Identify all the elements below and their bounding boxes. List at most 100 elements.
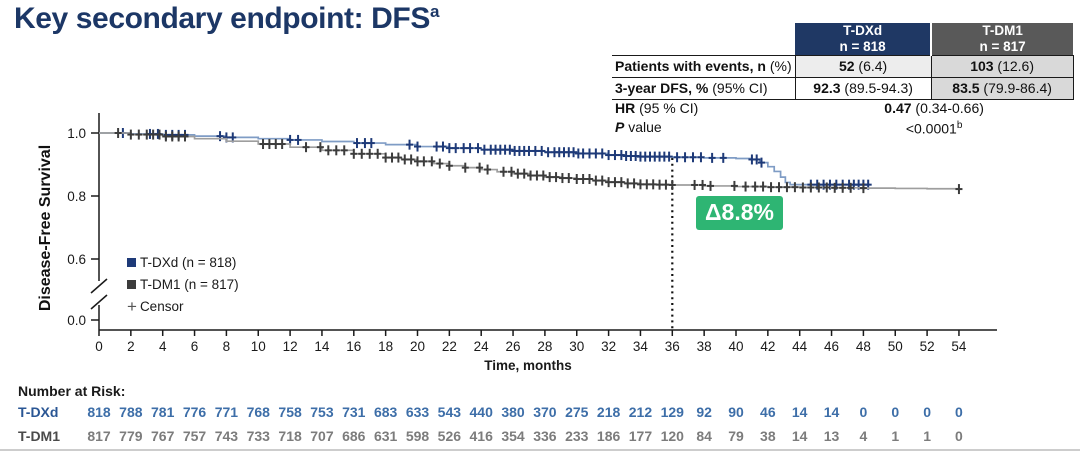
at-risk-value: 776	[182, 404, 207, 420]
x-tick-label: 12	[283, 339, 298, 354]
at-risk-row-t-dm1: T-DM1 817 779 767 757 743 733 718 707 686 631 598 52…	[0, 428, 1080, 446]
at-risk-value: 718	[278, 428, 302, 444]
legend-label: T-DM1 (n = 817)	[140, 276, 239, 292]
title-text: Key secondary endpoint: DFS	[14, 2, 430, 35]
header-tdxd-cell: T-DXd n = 818	[795, 23, 932, 56]
p-value: <0.0001b	[795, 117, 1074, 138]
at-risk-value: 771	[214, 404, 239, 420]
events-tdxd-value: 52 (6.4)	[794, 55, 932, 78]
at-risk-value: 526	[437, 428, 462, 444]
km-plot: 1.00.80.60.00 2 4 6 8 10 12 14 16 18 20 22 24 26 28 30 3…	[67, 113, 997, 373]
at-risk-value: 92	[696, 404, 712, 420]
at-risk-value: 38	[760, 428, 776, 444]
legend-item-tdxd: T-DXd (n = 818)	[127, 251, 239, 273]
x-tick-label: 34	[633, 339, 649, 354]
three-year-dfs-row: 3-year DFS, % (95% CI) 92.3 (89.5-94.3) …	[612, 77, 1074, 100]
tick-labels: 1.00.80.60.00 2 4 6 8 10 12 14 16 18 20 22 24 26 28 30 3…	[67, 126, 967, 373]
at-risk-value: 440	[469, 404, 493, 420]
at-risk-row-t-dxd: T-DXd 818 788 781 776 771 768 758 753 731 683 633 54…	[0, 404, 1080, 422]
at-risk-value: 0	[955, 428, 963, 444]
p-label: P value	[612, 117, 796, 138]
tdxd-arm-name: T-DXd	[843, 23, 883, 38]
at-risk-value: 788	[119, 404, 143, 420]
at-risk-value: 233	[565, 428, 589, 444]
x-tick-label: 16	[346, 339, 361, 354]
at-risk-value: 0	[923, 404, 931, 420]
at-risk-value: 218	[596, 404, 621, 420]
at-risk-value: 753	[310, 404, 334, 420]
number-at-risk-heading: Number at Risk:	[18, 383, 126, 399]
at-risk-value: 731	[342, 404, 366, 420]
dfs-tdm1-value: 83.5 (79.9-86.4)	[930, 77, 1074, 100]
at-risk-value: 768	[246, 404, 270, 420]
censor-marks-t-dxd	[119, 128, 872, 190]
x-tick-label: 28	[537, 339, 552, 354]
at-risk-row-label: T-DXd	[18, 404, 59, 420]
x-tick-label: 18	[378, 339, 393, 354]
summary-table-header-row: T-DXd n = 818 T-DM1 n = 817	[612, 23, 1074, 56]
x-tick-label: 36	[665, 339, 680, 354]
at-risk-row-label: T-DM1	[18, 428, 60, 444]
x-tick-label: 54	[951, 339, 967, 354]
at-risk-value: 767	[151, 428, 175, 444]
censor-plus-icon: +	[127, 296, 137, 316]
at-risk-value: 707	[310, 428, 334, 444]
at-risk-value: 380	[501, 404, 525, 420]
x-tick-label: 46	[824, 339, 839, 354]
row-label: 3-year DFS, % (95% CI)	[612, 77, 796, 100]
x-tick-label: 40	[728, 339, 743, 354]
legend-item-censor: + Censor	[127, 295, 239, 317]
at-risk-value: 686	[342, 428, 366, 444]
at-risk-value: 0	[891, 404, 900, 420]
x-tick-label: 42	[760, 339, 775, 354]
x-tick-label: 14	[314, 339, 330, 354]
at-risk-value: 90	[728, 404, 744, 420]
patients-with-events-row: Patients with events, n (%) 52 (6.4) 103…	[612, 55, 1074, 78]
hazard-ratio-row: HR (95 % CI) 0.47 (0.34-0.66)	[612, 99, 1074, 117]
at-risk-value: 177	[628, 428, 653, 444]
at-risk-value: 354	[501, 428, 525, 444]
x-tick-label: 30	[569, 339, 584, 354]
at-risk-value: 0	[859, 404, 868, 420]
x-tick-label: 2	[127, 339, 135, 354]
at-risk-value: 4	[859, 428, 868, 444]
censor-marks-t-dm1	[114, 128, 963, 195]
at-risk-value: 14	[823, 404, 840, 420]
at-risk-value: 543	[437, 404, 462, 420]
at-risk-value: 598	[405, 428, 430, 444]
tdxd-swatch-icon	[127, 257, 136, 267]
x-tick-label: 24	[474, 339, 490, 354]
at-risk-value: 0	[955, 404, 963, 420]
at-risk-value: 779	[119, 428, 143, 444]
x-tick-label: 52	[920, 339, 935, 354]
at-risk-value: 817	[87, 428, 111, 444]
x-tick-label: 20	[410, 339, 425, 354]
p-value-superscript: b	[956, 120, 963, 131]
tdxd-arm-n: n = 818	[839, 39, 886, 54]
km-curve-t-dm1	[99, 128, 963, 195]
at-risk-value: 84	[696, 428, 712, 444]
at-risk-value: 757	[182, 428, 207, 444]
bottom-divider	[0, 449, 1080, 451]
x-tick-label: 32	[601, 339, 616, 354]
hr-label: HR (95 % CI)	[612, 99, 796, 117]
at-risk-value: 781	[151, 404, 175, 420]
row-label: Patients with events, n (%)	[612, 55, 796, 78]
km-curve-t-dxd	[99, 128, 872, 190]
at-risk-value: 14	[791, 428, 808, 444]
at-risk-value: 416	[469, 428, 493, 444]
at-risk-value: 633	[405, 404, 430, 420]
at-risk-value: 758	[278, 404, 302, 420]
x-tick-label: 50	[888, 339, 903, 354]
legend: T-DXd (n = 818) T-DM1 (n = 817) + Censor	[127, 251, 239, 317]
p-value-row: P value <0.0001b	[612, 117, 1074, 138]
y-tick-label: 0.0	[67, 313, 86, 328]
x-tick-label: 6	[191, 339, 199, 354]
legend-item-tdm1: T-DM1 (n = 817)	[127, 273, 239, 295]
legend-label: Censor	[139, 298, 184, 314]
x-tick-label: 4	[159, 339, 167, 354]
at-risk-value: 129	[660, 404, 684, 420]
at-risk-value: 13	[823, 428, 840, 444]
events-tdm1-value: 103 (12.6)	[930, 55, 1074, 78]
at-risk-value: 1	[923, 428, 931, 444]
